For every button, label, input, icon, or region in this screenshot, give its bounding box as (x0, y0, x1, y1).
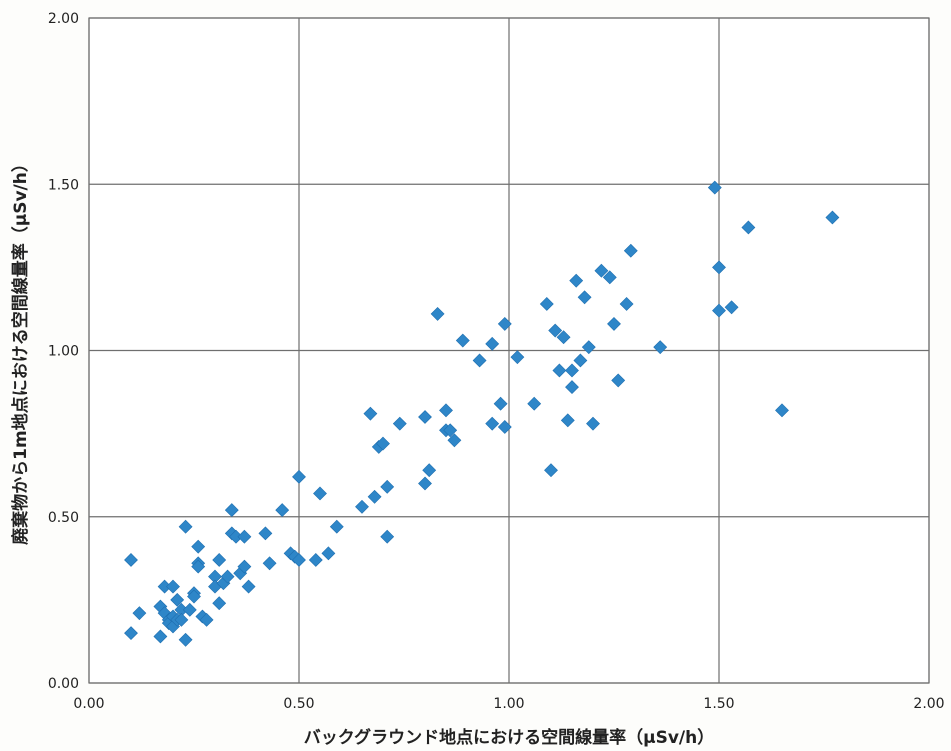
data-point (724, 300, 739, 315)
y-tick-label: 1.00 (48, 344, 79, 360)
data-point (493, 396, 508, 411)
data-point (224, 503, 239, 518)
data-point (132, 606, 147, 621)
data-point (321, 546, 336, 561)
data-point (485, 336, 500, 351)
data-point (552, 363, 567, 378)
data-point (581, 340, 596, 355)
data-point (124, 553, 138, 567)
data-point (262, 556, 277, 571)
data-point (775, 403, 789, 418)
y-tick-label: 0.50 (48, 510, 79, 526)
data-point (367, 489, 382, 504)
data-point (418, 476, 432, 491)
data-point (527, 396, 542, 411)
data-point (380, 529, 395, 544)
data-point (191, 539, 206, 554)
data-point (573, 353, 588, 368)
data-point (380, 479, 395, 494)
data-point (199, 612, 214, 627)
data-point (313, 486, 327, 501)
x-tick-label: 0.00 (73, 696, 104, 712)
data-point (497, 316, 512, 331)
data-point (544, 463, 558, 478)
tick-labels: 0.00 0.50 1.00 1.50 2.00 0.00 0.50 1.00 1.50 2.00 (48, 11, 945, 712)
data-point (182, 602, 197, 617)
data-point (623, 243, 638, 258)
data-point (712, 303, 726, 318)
y-tick-label: 2.00 (48, 11, 79, 27)
data-point (191, 559, 206, 574)
data-point (556, 330, 571, 345)
data-point (241, 579, 256, 594)
data-point (611, 373, 626, 388)
data-point (712, 260, 726, 275)
data-point (329, 519, 344, 534)
data-point (418, 410, 432, 424)
data-point (166, 579, 180, 594)
data-point (212, 596, 227, 611)
data-point (439, 403, 453, 418)
data-point (308, 553, 323, 567)
data-point (443, 423, 458, 438)
data-point (569, 273, 584, 288)
data-point (510, 350, 525, 365)
data-point (560, 413, 575, 428)
data-point (178, 632, 193, 647)
data-point (539, 297, 554, 311)
data-point (447, 433, 462, 448)
y-axis-label: 廃棄物から1m地点における空間線量率（μSv/h） (10, 155, 31, 545)
data-point (607, 316, 621, 331)
data-point (741, 220, 756, 235)
data-point (825, 210, 840, 225)
x-tick-label: 0.50 (283, 696, 314, 712)
data-point (602, 270, 617, 285)
data-point (577, 290, 592, 305)
data-point (355, 499, 369, 514)
data-point (178, 519, 193, 534)
data-point (422, 463, 437, 478)
x-axis-label: バックグラウンド地点における空間線量率（μSv/h） (304, 727, 714, 748)
data-point (586, 416, 600, 431)
data-point (292, 553, 306, 567)
data-point (212, 553, 227, 567)
data-point (292, 469, 306, 484)
data-points (124, 180, 840, 647)
data-point (237, 559, 252, 574)
data-point (707, 180, 722, 195)
data-point (430, 307, 445, 321)
x-tick-label: 2.00 (913, 696, 944, 712)
x-tick-label: 1.50 (703, 696, 734, 712)
data-point (594, 263, 609, 278)
data-point (174, 612, 189, 627)
x-tick-label: 1.00 (493, 696, 524, 712)
data-point (275, 503, 290, 518)
y-tick-label: 1.50 (48, 177, 79, 193)
data-point (565, 380, 579, 394)
data-point (497, 420, 512, 434)
data-point (363, 406, 378, 421)
data-point (187, 589, 201, 604)
data-point (485, 416, 500, 431)
data-point (455, 333, 470, 348)
data-point (472, 353, 487, 368)
data-point (237, 529, 252, 544)
data-point (565, 363, 579, 378)
y-tick-label: 0.00 (48, 676, 79, 692)
data-point (392, 416, 407, 431)
data-point (548, 323, 563, 338)
data-point (258, 526, 273, 541)
grid-lines (88, 17, 930, 684)
data-point (619, 297, 634, 311)
data-point (653, 340, 668, 355)
data-point (170, 592, 185, 607)
data-point (124, 626, 138, 641)
data-point (220, 569, 235, 584)
data-point (376, 436, 390, 451)
data-point (153, 629, 168, 644)
